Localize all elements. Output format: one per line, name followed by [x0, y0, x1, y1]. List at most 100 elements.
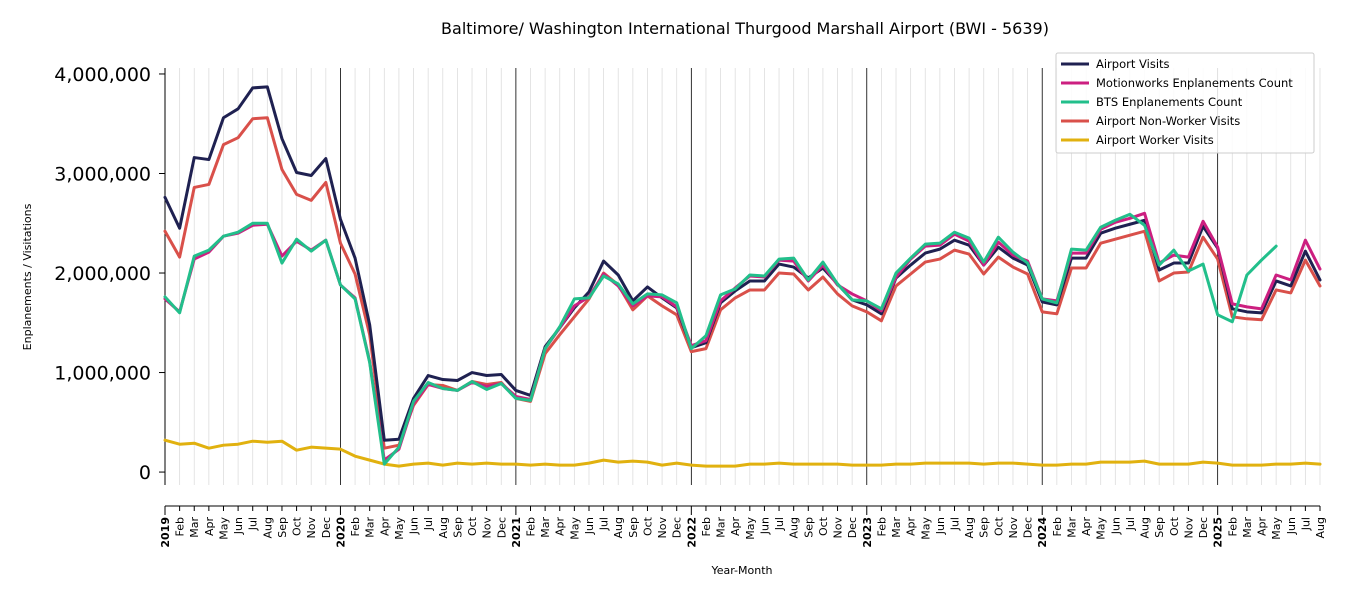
- x-tick-label: Feb: [525, 517, 538, 536]
- x-tick-label: 2022: [685, 517, 698, 548]
- legend-box: [1055, 52, 1315, 154]
- x-tick-label: Jul: [1124, 517, 1137, 531]
- x-tick-label: Mar: [1241, 517, 1254, 538]
- legend-label: BTS Enplanements Count: [1096, 95, 1243, 109]
- y-tick-label: 1,000,000: [54, 363, 151, 385]
- x-tick-label: Mar: [539, 517, 552, 538]
- x-tick-label: Oct: [817, 516, 830, 536]
- x-tick-label: Nov: [656, 517, 669, 539]
- legend-label: Motionworks Enplanements Count: [1096, 76, 1293, 90]
- x-tick-label: Sep: [276, 517, 289, 538]
- x-tick-label: Aug: [437, 517, 450, 538]
- x-tick-label: 2019: [159, 517, 172, 548]
- x-tick-label: May: [217, 517, 230, 540]
- series-line-bts-enplanements-count: [163, 212, 1278, 466]
- x-tick-label: Apr: [729, 517, 742, 537]
- y-axis-label: Enplanements / Visitations: [21, 203, 34, 350]
- x-tick-label: Apr: [905, 517, 918, 537]
- x-tick-label: May: [568, 517, 581, 540]
- x-tick-label: Jul: [948, 517, 961, 531]
- x-tick-label: Jun: [583, 517, 596, 535]
- x-tick-label: Aug: [963, 517, 976, 538]
- series-lines: [163, 85, 1322, 468]
- x-tick-label: 2025: [1212, 517, 1225, 548]
- x-tick-label: Mar: [188, 517, 201, 538]
- x-tick-label: Sep: [627, 517, 640, 538]
- y-tick-label: 2,000,000: [54, 263, 151, 285]
- x-tick-label: Apr: [1080, 517, 1093, 537]
- x-tick-label: Aug: [612, 517, 625, 538]
- x-tick-label: Feb: [700, 517, 713, 536]
- x-tick-label: Apr: [1256, 517, 1269, 537]
- x-tick-label: Aug: [1139, 517, 1152, 538]
- x-tick-label: May: [1095, 517, 1108, 540]
- x-tick-label: Jul: [773, 517, 786, 531]
- x-tick-label: Sep: [978, 517, 991, 538]
- x-tick-label: Nov: [1182, 517, 1195, 539]
- x-tick-label: Jul: [1299, 517, 1312, 531]
- x-tick-label: Dec: [671, 517, 684, 538]
- x-tick-label: Feb: [1226, 517, 1239, 536]
- x-tick-label: Nov: [832, 517, 845, 539]
- x-tick-label: Sep: [1153, 517, 1166, 538]
- x-tick-label: Mar: [890, 517, 903, 538]
- x-tick-label: Apr: [378, 517, 391, 537]
- x-tick-label: Oct: [641, 516, 654, 536]
- y-axis: 0 1,000,000 2,000,000 3,000,000 4,000,000: [54, 64, 166, 485]
- y-tick-label: 3,000,000: [54, 163, 151, 185]
- x-tick-label: Dec: [495, 517, 508, 538]
- x-tick-label: Oct: [992, 516, 1005, 536]
- x-tick-label: Mar: [364, 517, 377, 538]
- x-tick-label: Oct: [291, 516, 304, 536]
- x-tick-label: Mar: [1065, 517, 1078, 538]
- x-tick-label: 2023: [861, 517, 874, 548]
- x-tick-label: 2024: [1036, 517, 1049, 548]
- x-tick-label: Dec: [1022, 517, 1035, 538]
- x-axis-label: Year-Month: [710, 564, 772, 577]
- x-tick-label: Nov: [481, 517, 494, 539]
- y-tick-label: 0: [139, 462, 151, 484]
- x-tick-label: May: [1270, 517, 1283, 540]
- x-tick-label: Jun: [232, 517, 245, 535]
- x-tick-label: 2020: [334, 517, 347, 548]
- x-tick-label: Jul: [422, 517, 435, 531]
- x-tick-label: Aug: [788, 517, 801, 538]
- x-tick-label: Nov: [1007, 517, 1020, 539]
- x-tick-label: 2021: [510, 517, 523, 548]
- series-line-airport-non-worker-visits: [163, 116, 1322, 450]
- x-tick-label: May: [393, 517, 406, 540]
- x-tick-label: Mar: [715, 517, 728, 538]
- x-tick-label: Jul: [598, 517, 611, 531]
- x-tick-label: Dec: [1197, 517, 1210, 538]
- x-tick-label: Oct: [466, 516, 479, 536]
- x-tick-label: Jun: [408, 517, 421, 535]
- legend-label: Airport Worker Visits: [1096, 133, 1214, 147]
- series-line-motionworks-enplanements-count: [163, 211, 1322, 462]
- x-tick-label: Apr: [554, 517, 567, 537]
- x-tick-label: Dec: [846, 517, 859, 538]
- legend: Airport Visits Motionworks Enplanements C…: [1055, 52, 1315, 154]
- x-tick-label: Sep: [451, 517, 464, 538]
- x-tick-label: Jul: [247, 517, 260, 531]
- series-line-airport-worker-visits: [163, 438, 1322, 468]
- x-axis: 2019 Feb Mar Apr May Jun Jul Aug Sep Oct Nov Dec 202…: [159, 505, 1327, 548]
- y-tick-label: 4,000,000: [54, 64, 151, 86]
- x-tick-label: Nov: [305, 517, 318, 539]
- x-tick-label: Sep: [802, 517, 815, 538]
- legend-label: Airport Visits: [1096, 57, 1170, 71]
- x-tick-label: Apr: [203, 517, 216, 537]
- x-tick-label: Jun: [1285, 517, 1298, 535]
- legend-label: Airport Non-Worker Visits: [1096, 114, 1240, 128]
- x-tick-label: May: [919, 517, 932, 540]
- x-tick-label: Jun: [934, 517, 947, 535]
- x-tick-label: Feb: [174, 517, 187, 536]
- series-line-airport-visits: [163, 85, 1322, 442]
- x-tick-label: Dec: [320, 517, 333, 538]
- x-tick-label: May: [744, 517, 757, 540]
- chart-title: Baltimore/ Washington International Thur…: [441, 19, 1049, 38]
- x-tick-label: Jun: [1109, 517, 1122, 535]
- x-tick-label: Oct: [1168, 516, 1181, 536]
- x-tick-label: Aug: [261, 517, 274, 538]
- x-tick-label: Feb: [875, 517, 888, 536]
